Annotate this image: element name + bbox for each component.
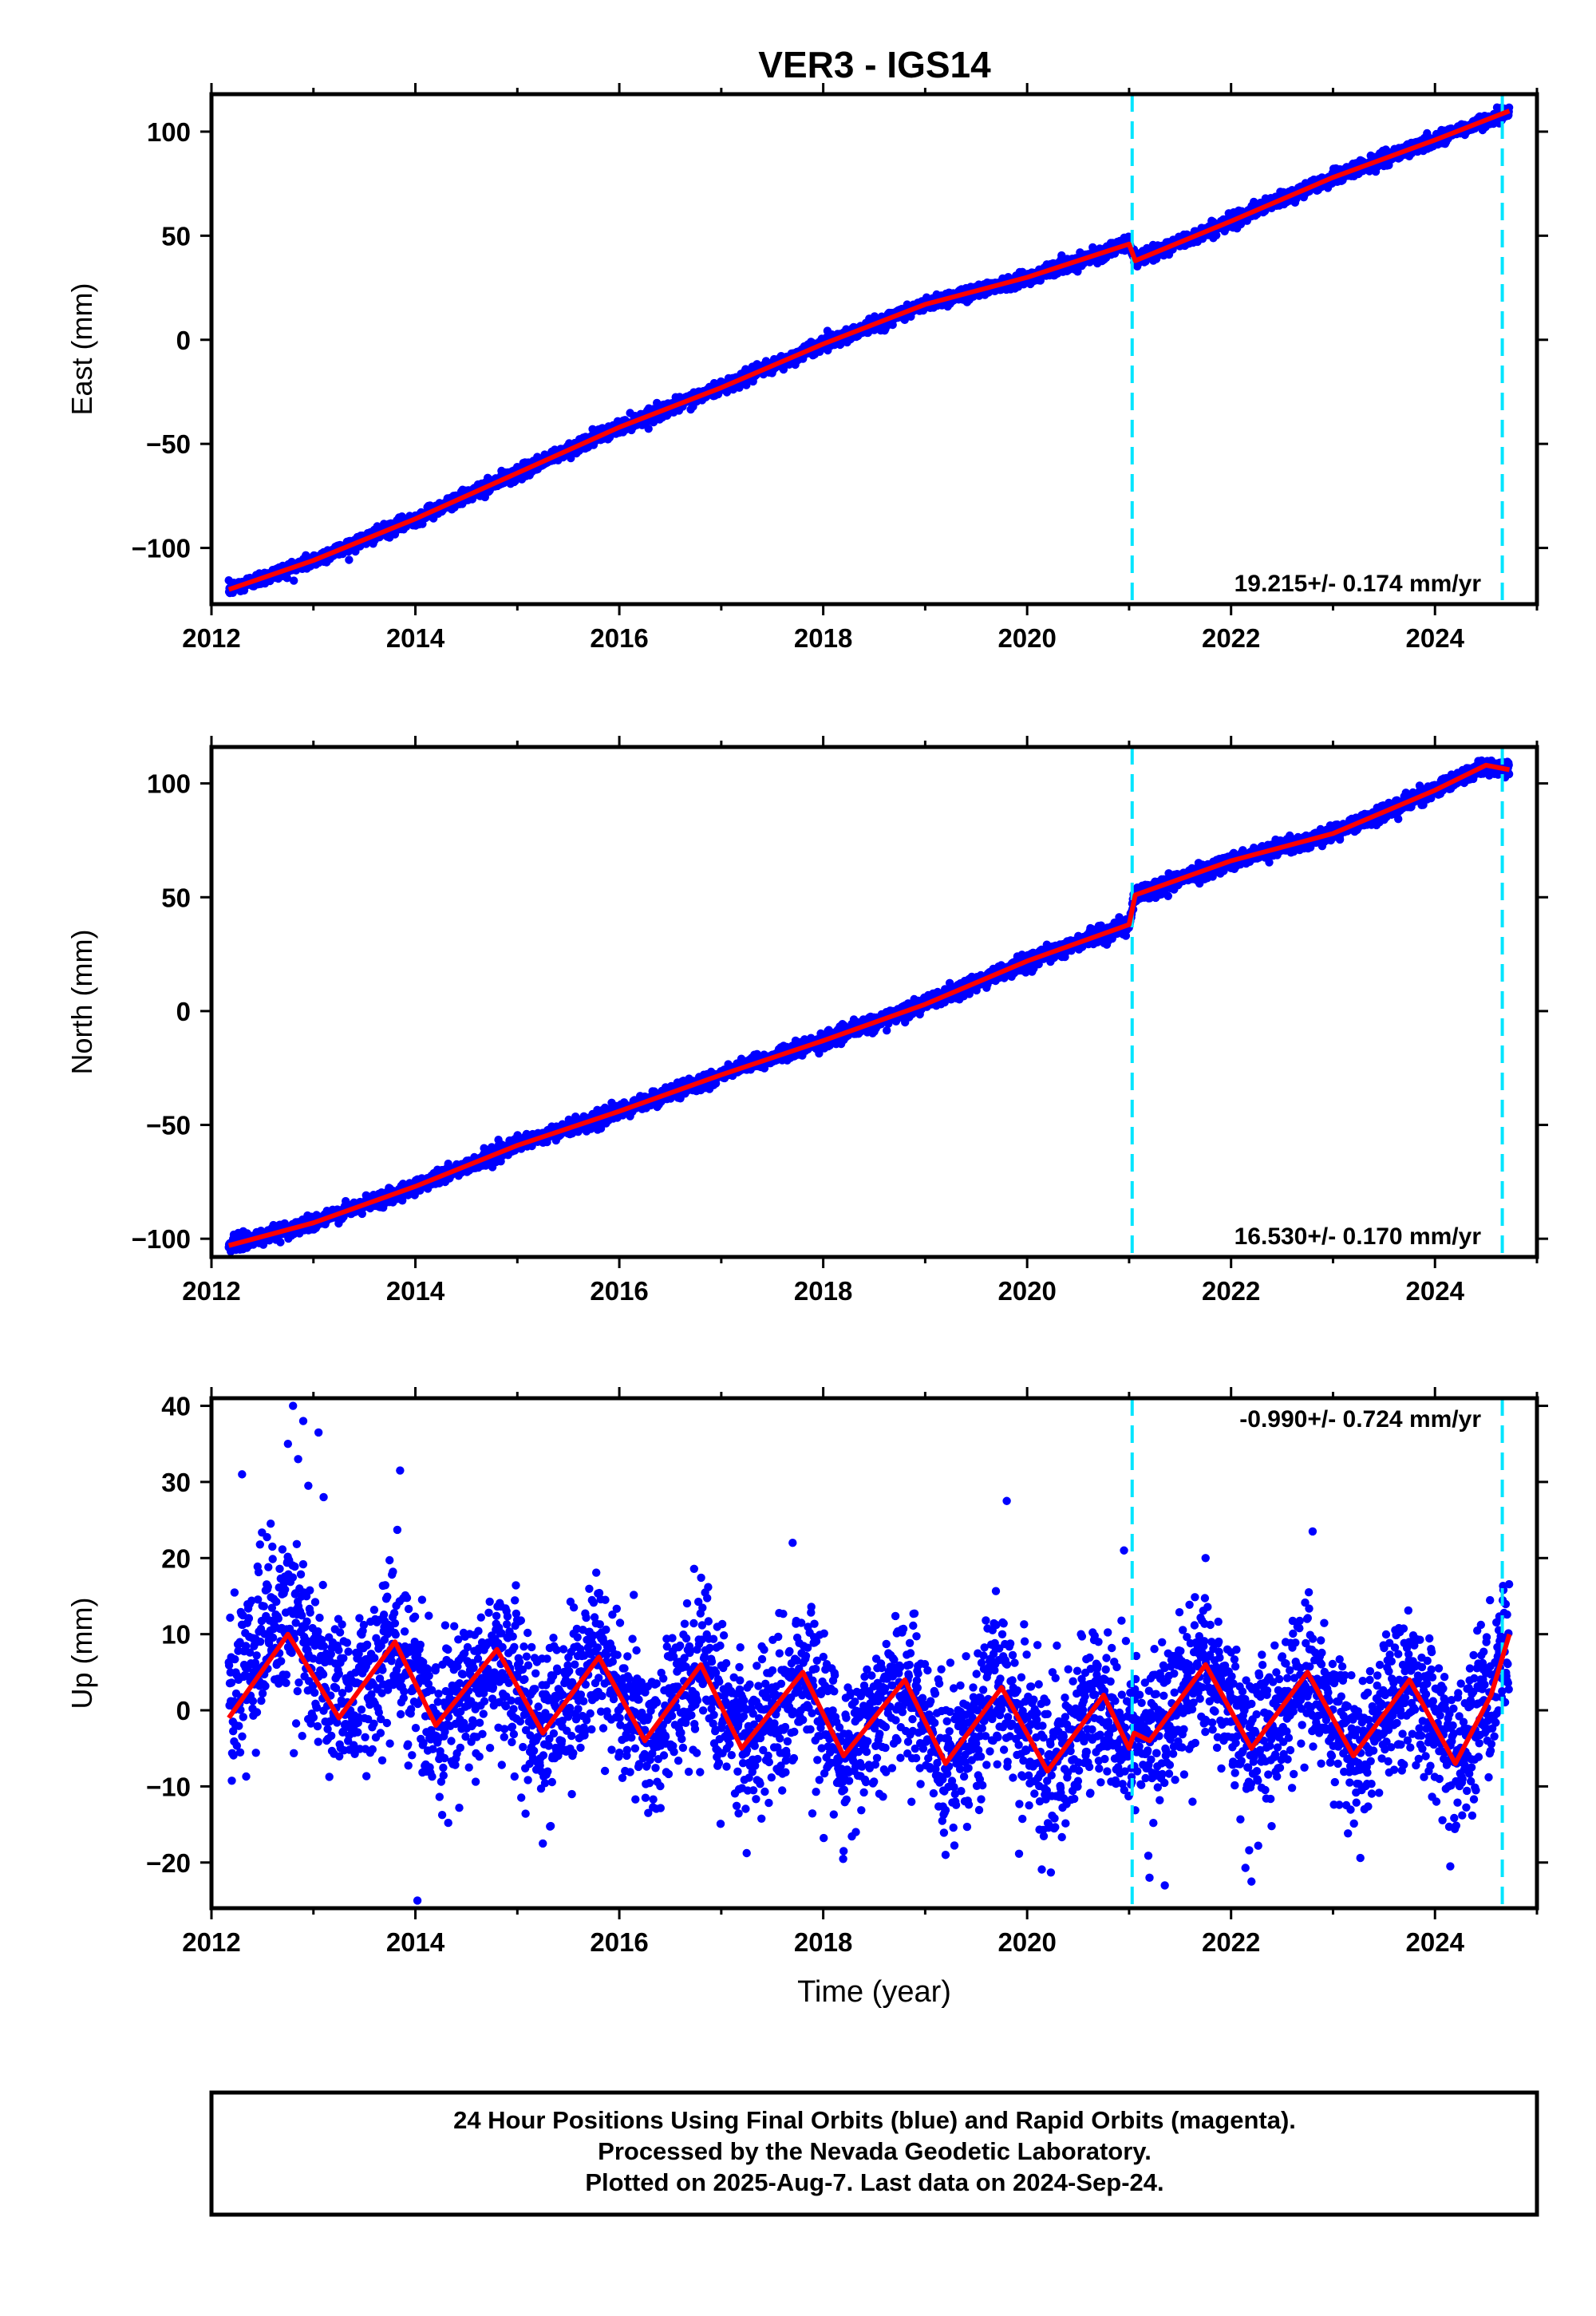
east-model-line <box>227 109 1511 592</box>
east-frame <box>209 92 1539 607</box>
panel-north: 2012 2014 2016 2018 2020 2022 2024−100−5005010… <box>65 736 1548 1306</box>
east-x-tick-label: 2024 <box>1406 623 1465 653</box>
east-point <box>644 425 653 433</box>
east-x-tick-label: 2012 <box>182 623 240 653</box>
east-point <box>888 320 897 330</box>
north-point <box>358 1209 366 1219</box>
east-y-tick-label: 50 <box>161 221 191 251</box>
east-point <box>290 576 298 585</box>
east-point <box>1212 231 1221 239</box>
east-x-tick-label: 2020 <box>998 623 1056 653</box>
east-x-tick-label: 2014 <box>386 623 445 653</box>
east-point <box>282 574 291 583</box>
east-x-tick-label: 2018 <box>794 623 852 653</box>
east-rate-label: 19.215+/- 0.174 mm/yr <box>1235 571 1482 597</box>
east-y-tick-label: 0 <box>176 326 191 355</box>
north-plot-area <box>224 747 1514 1257</box>
east-plot-area <box>224 94 1514 604</box>
north-points <box>224 756 1514 1256</box>
east-y-tick-label: −50 <box>146 429 191 459</box>
panels-group: 2012 2014 2016 2018 2020 2022 2024 −100 −50 0 50 10… <box>65 83 1548 2009</box>
panel-east: 2012 2014 2016 2018 2020 2022 2024 −100 −50 0 50 10… <box>65 83 1548 653</box>
east-y-tick-label: −100 <box>132 534 191 563</box>
east-point <box>345 555 354 564</box>
east-x-tick-label: 2016 <box>590 623 648 653</box>
east-x-tick-label: 2022 <box>1202 623 1260 653</box>
figure-title: VER3 - IGS14 <box>758 44 991 85</box>
east-y-axis-label: East (mm) <box>65 283 98 416</box>
east-points <box>224 103 1514 598</box>
east-y-tick-label: 100 <box>147 117 191 147</box>
north-point <box>276 1238 285 1247</box>
east-point <box>779 365 788 374</box>
